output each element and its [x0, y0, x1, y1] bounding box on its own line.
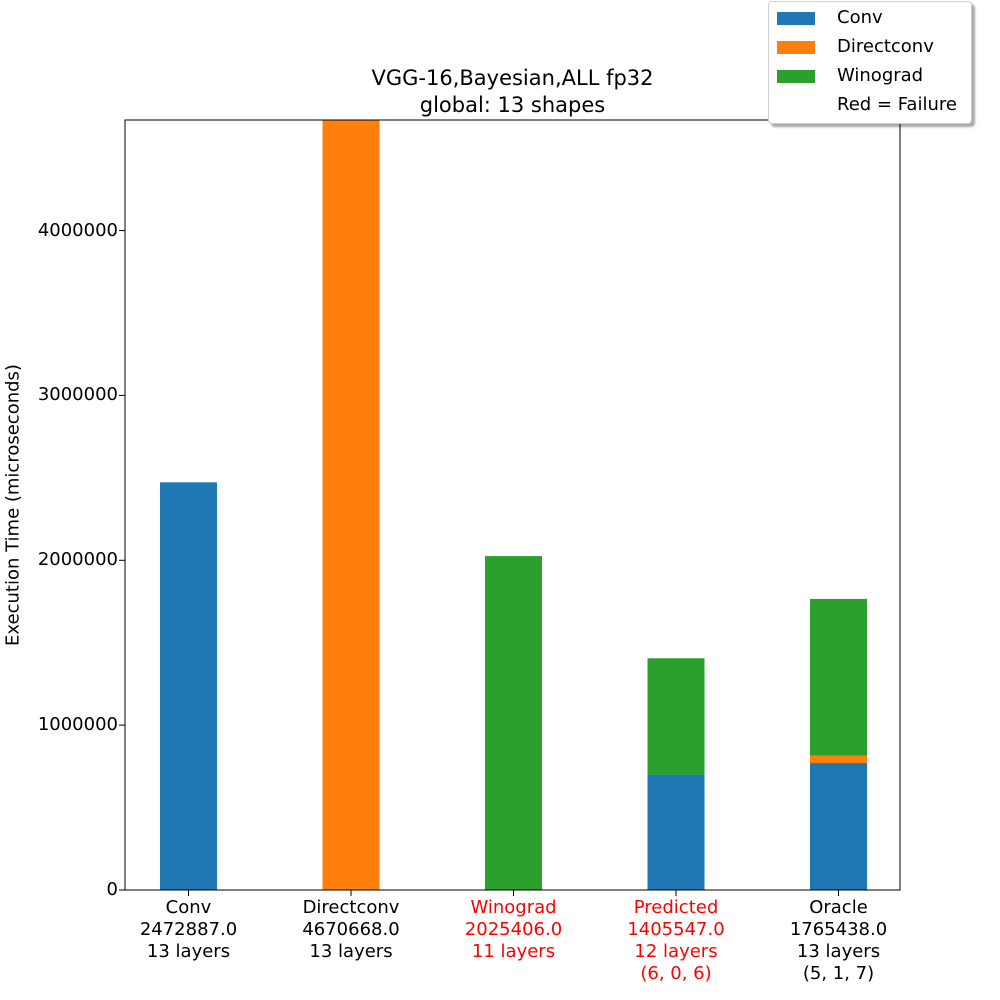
x-tick-label-line: Directconv: [302, 897, 400, 918]
x-tick-label-line: 4670668.0: [302, 919, 400, 940]
y-tick-label: 4000000: [37, 219, 118, 241]
legend-label-conv: Conv: [837, 7, 883, 28]
y-tick-label: 2000000: [37, 549, 118, 571]
bar-predicted-winograd: [647, 658, 705, 775]
x-tick-label-oracle: Oracle 1765438.0 13 layers (5, 1, 7): [759, 897, 919, 985]
plot-frame: [124, 119, 901, 891]
legend-swatch-winograd: [777, 70, 815, 83]
x-tick-label-line: 11 layers: [471, 941, 556, 962]
x-tick-label-line: 2472887.0: [139, 919, 238, 940]
x-tick-label-line: 13 layers: [796, 941, 881, 962]
bar-directconv-directconv: [322, 120, 380, 890]
y-tick-label: 1000000: [37, 714, 118, 736]
x-tick-label-conv: Conv 2472887.0 13 layers: [109, 897, 269, 963]
x-tick-label-directconv: Directconv 4670668.0 13 layers: [271, 897, 431, 963]
x-tick-label-winograd: Winograd 2025406.0 11 layers: [434, 897, 594, 963]
bar-winograd-winograd: [485, 556, 542, 890]
x-tick-label-line: 12 layers: [634, 941, 718, 962]
x-tick-label-line: (5, 1, 7): [802, 963, 875, 984]
legend-failure-note: Red = Failure: [837, 94, 957, 115]
bars: [160, 120, 867, 890]
x-tick-label-line: Oracle: [809, 897, 868, 918]
x-tick-label-line: Predicted: [633, 897, 719, 918]
x-tick-label-line: 1765438.0: [789, 919, 888, 940]
x-tick-label-line: 2025406.0: [464, 919, 563, 940]
x-tick-label-line: 1405547.0: [627, 919, 725, 940]
x-tick-label-line: (6, 0, 6): [640, 963, 712, 984]
bar-conv-conv: [160, 482, 217, 890]
legend-label-winograd: Winograd: [837, 65, 924, 86]
legend-swatch-directconv: [777, 41, 815, 54]
legend-label-directconv: Directconv: [837, 36, 934, 57]
y-tick-label: 0: [106, 879, 118, 900]
bar-oracle-winograd: [810, 598, 867, 756]
bar-predicted-conv: [647, 774, 705, 890]
bar-oracle-directconv: [810, 755, 867, 764]
bar-oracle-conv: [810, 763, 867, 890]
chart-subtitle: global: 13 shapes: [419, 93, 606, 117]
y-axis-label: Execution Time (microseconds): [2, 364, 24, 646]
x-tick-label-line: Winograd: [470, 897, 557, 918]
x-tick-label-predicted: Predicted 1405547.0 12 layers (6, 0, 6): [596, 897, 756, 985]
x-tick-label-line: 13 layers: [146, 941, 231, 962]
x-tick-label-line: 13 layers: [309, 941, 393, 962]
y-axis-ticks: [119, 230, 839, 896]
chart-title: VGG-16,Bayesian,ALL fp32: [371, 66, 654, 90]
y-tick-label: 3000000: [37, 384, 118, 406]
legend-swatch-conv: [777, 12, 815, 25]
legend: Conv Directconv Winograd Red = Failure: [768, 1, 972, 124]
x-tick-label-line: Conv: [165, 897, 212, 918]
